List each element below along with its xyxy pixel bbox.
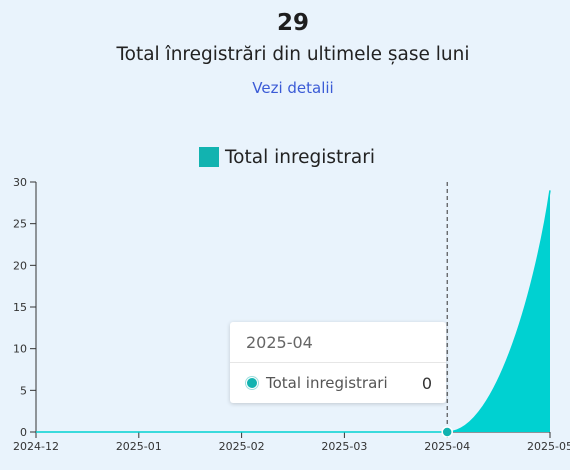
tooltip-title: 2025-04 — [246, 333, 313, 352]
y-tick-label: 30 — [13, 176, 27, 189]
y-tick-label: 0 — [20, 426, 27, 439]
hover-cursor — [441, 182, 453, 438]
hover-point — [441, 426, 453, 438]
stat-description: Total înregistrări din ultimele șase lun… — [116, 44, 470, 65]
stat-value: 29 — [276, 10, 309, 36]
legend-swatch-icon — [199, 147, 219, 167]
x-tick-label: 2025-02 — [219, 440, 265, 453]
tooltip-series-row: Total inregistrari 0 — [246, 373, 432, 393]
x-axis: 2024-12 2025-01 2025-02 2025-03 2025-04 2025-… — [13, 431, 570, 453]
x-tick-label: 2024-12 — [13, 440, 59, 453]
chart-tooltip: 2025-04 Total inregistrari 0 — [230, 322, 446, 403]
tooltip-series-name: Total inregistrari — [266, 374, 388, 392]
series-line — [35, 190, 551, 433]
tooltip-series-value: 0 — [421, 373, 432, 393]
series-layer — [35, 190, 551, 433]
x-tick-label: 2025-05 — [527, 440, 570, 453]
x-tick-label: 2025-04 — [424, 440, 470, 453]
tooltip-divider — [230, 362, 446, 363]
x-tick-label: 2025-01 — [116, 440, 162, 453]
y-tick-label: 5 — [20, 384, 27, 397]
legend-label: Total inregistrari — [225, 146, 375, 168]
chart-legend-item[interactable]: Total inregistrari — [199, 145, 375, 169]
y-axis: 0 5 10 15 20 25 30 — [13, 176, 37, 439]
y-tick-label: 15 — [13, 301, 27, 314]
view-details-link[interactable]: Vezi detalii — [252, 79, 334, 97]
y-tick-label: 20 — [13, 259, 27, 272]
y-tick-label: 25 — [13, 218, 27, 231]
area-fill — [36, 190, 550, 432]
tooltip-series-dot-icon — [246, 377, 258, 389]
x-tick-label: 2025-03 — [321, 440, 367, 453]
y-tick-label: 10 — [13, 343, 27, 356]
